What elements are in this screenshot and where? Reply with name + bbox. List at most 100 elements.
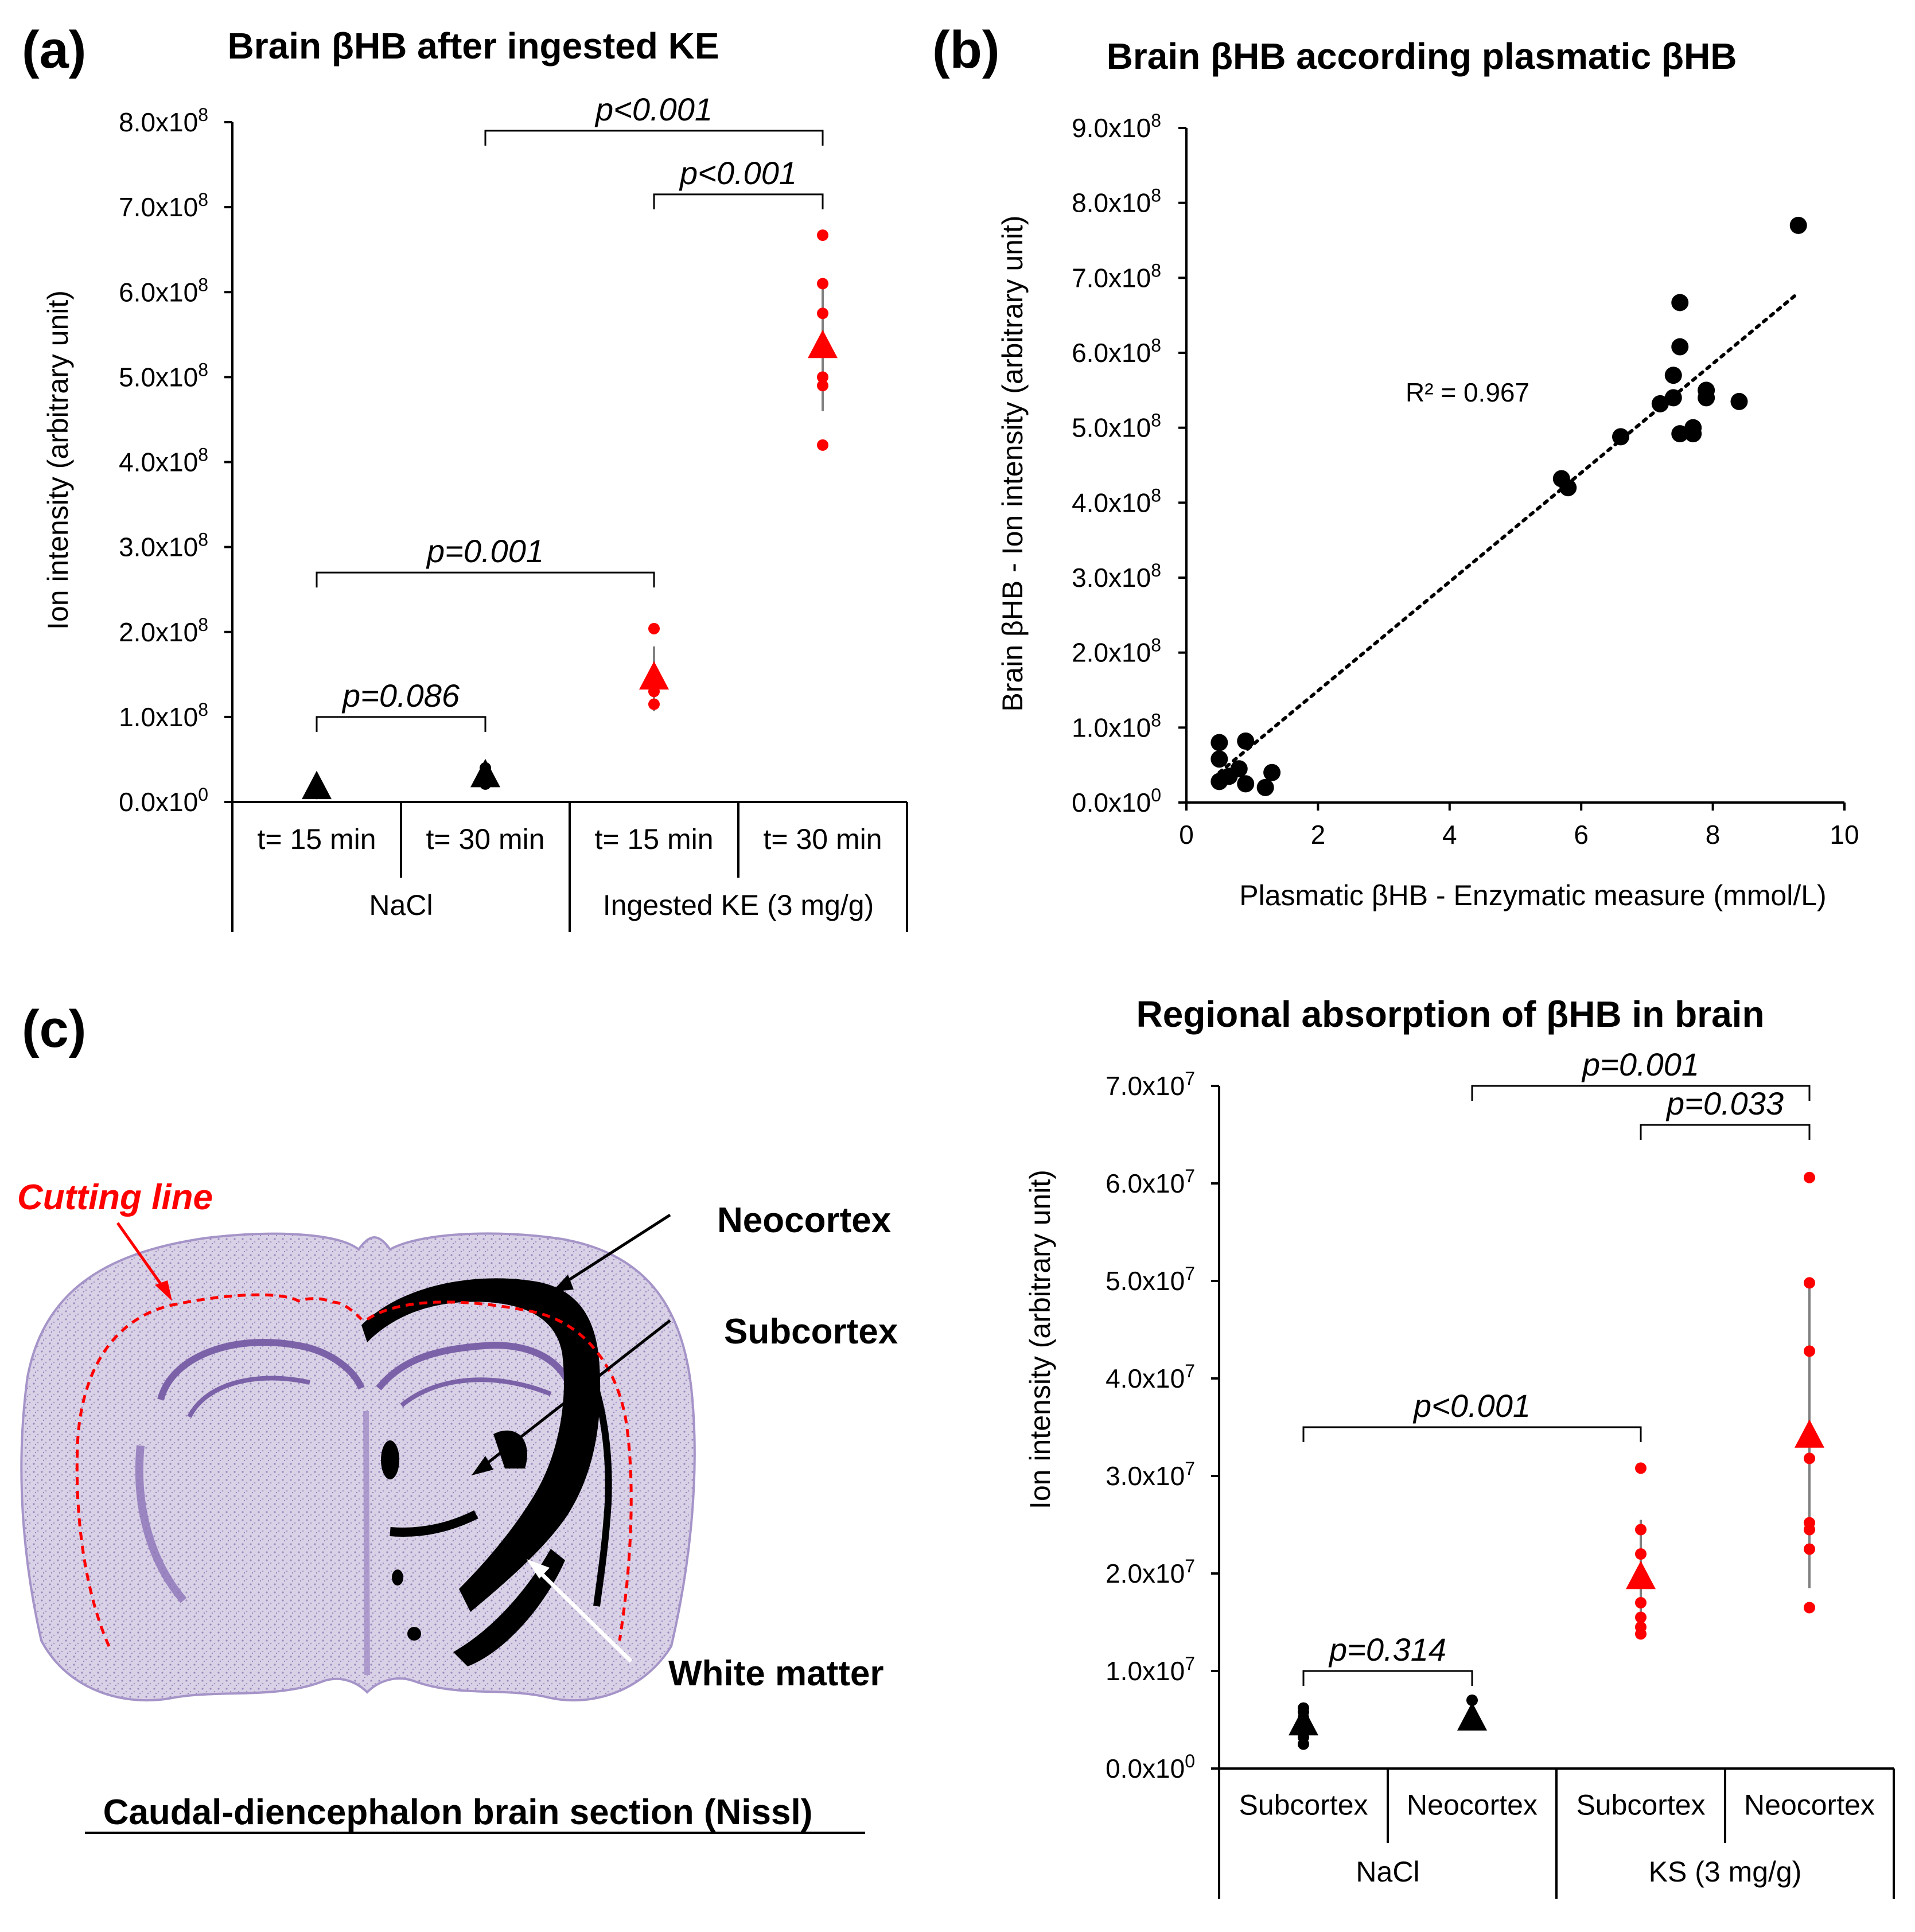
- panel-b-xlabel: Plasmatic βHB - Enzymatic measure (mmol/…: [1239, 879, 1826, 912]
- data-point: [817, 307, 828, 320]
- data-point: [1466, 1695, 1478, 1706]
- y-tick-label: 6.0x108: [1072, 335, 1161, 368]
- comparison-bracket: [316, 716, 486, 732]
- data-point: [1635, 1611, 1647, 1623]
- label-neocortex: Neocortex: [717, 1201, 892, 1240]
- midline-stain: [363, 1411, 370, 1676]
- y-tick-label: 7.0x108: [1072, 260, 1161, 293]
- comparison-bracket: [316, 571, 655, 588]
- y-tick-label: 5.0x108: [1072, 410, 1161, 443]
- panel-c-ylabel: Ion intensity (arbitrary unit): [1024, 1170, 1056, 1509]
- data-point: [1635, 1524, 1647, 1536]
- data-point: [817, 229, 828, 242]
- data-point: [1804, 1452, 1815, 1464]
- data-point: [1635, 1597, 1647, 1608]
- y-tick-label: 4.0x108: [1072, 485, 1161, 517]
- data-point: [1230, 760, 1248, 778]
- comparison-p-value: p<0.001: [1412, 1388, 1531, 1424]
- data-point: [1671, 338, 1689, 356]
- brain-section-illustration: [13, 1232, 711, 1714]
- category-label: t= 30 min: [426, 823, 544, 855]
- panel-c-label: (c): [22, 1000, 86, 1058]
- data-point: [1612, 428, 1630, 446]
- cutting-line-left: [75, 1293, 363, 1647]
- data-point: [1671, 425, 1689, 443]
- data-point: [817, 371, 828, 383]
- comparison-bracket: [1640, 1124, 1811, 1140]
- lateral-stain-left: [135, 1445, 187, 1603]
- group-label: NaCl: [1356, 1856, 1419, 1888]
- y-tick-label: 4.0x107: [1106, 1361, 1195, 1393]
- data-point: [1263, 764, 1281, 781]
- y-tick-label: 2.0x107: [1106, 1556, 1195, 1588]
- y-tick-label: 8.0x108: [1072, 185, 1161, 218]
- y-tick-label: 9.0x108: [1072, 110, 1161, 143]
- hippocampus-right-inner: [400, 1377, 552, 1408]
- comparison-bracket: [1302, 1670, 1473, 1686]
- trendline: [1217, 291, 1800, 774]
- panel-c-marks: [1289, 1171, 1824, 1750]
- panel-c-chart: Regional absorption of βHB in brain Ion …: [1024, 994, 1895, 1899]
- data-point: [1559, 479, 1577, 497]
- panel-b-r2: R² = 0.967: [1406, 377, 1529, 407]
- category-label: t= 15 min: [594, 823, 713, 855]
- category-label: Neocortex: [1407, 1789, 1538, 1821]
- y-tick-label: 1.0x108: [119, 699, 208, 732]
- data-point: [1237, 775, 1255, 793]
- subcortex-arrow: [481, 1319, 671, 1469]
- cutting-line-label: Cutting line: [17, 1178, 213, 1217]
- data-point: [1664, 389, 1682, 407]
- panel-a-ylabel: Ion intensity (arbitrary unit): [42, 290, 74, 630]
- comparison-bracket: [653, 193, 824, 209]
- comparison-p-value: p=0.086: [341, 677, 460, 714]
- category-label: Neocortex: [1744, 1789, 1875, 1821]
- category-label: Subcortex: [1576, 1789, 1705, 1821]
- y-tick-label: 1.0x107: [1106, 1653, 1195, 1686]
- cutting-line-arrow: [116, 1222, 169, 1295]
- y-tick-label: 0.0x100: [1072, 785, 1161, 817]
- data-point: [1684, 419, 1702, 437]
- panel-a-category-axis: t= 15 min t= 30 min t= 15 min t= 30 min NaCl…: [231, 801, 908, 932]
- data-point: [1237, 732, 1255, 750]
- panel-c-y-axis: 0.0x100 1.0x107 2.0x107 3.0x107 4.0x107 5.0x1…: [1106, 1068, 1220, 1783]
- mean-marker: [1289, 1707, 1318, 1736]
- data-point: [1651, 395, 1669, 412]
- hippocampus-left-inner: [187, 1376, 310, 1418]
- data-point: [1664, 367, 1682, 384]
- panel-a: (a) Brain βHB after ingested KE Ion inte…: [22, 21, 908, 932]
- panel-b-label: (b): [932, 21, 999, 79]
- subcortex-arrowhead: [472, 1456, 493, 1475]
- category-label: Subcortex: [1239, 1789, 1368, 1821]
- label-subcortex: Subcortex: [724, 1312, 898, 1351]
- panel-b: (b) Brain βHB according plasmatic βHB Br…: [932, 21, 1859, 912]
- data-point: [1789, 216, 1807, 234]
- y-tick-label: 6.0x107: [1106, 1166, 1195, 1198]
- cutting-line-right: [366, 1300, 633, 1641]
- brain-tissue: [20, 1232, 696, 1702]
- mean-marker: [639, 661, 669, 690]
- data-point: [648, 698, 660, 710]
- data-point: [1256, 778, 1274, 796]
- y-tick-label: 7.0x107: [1106, 1068, 1195, 1101]
- white-matter-lower: [453, 1549, 565, 1666]
- mean-marker: [808, 329, 838, 359]
- x-tick-label: 2: [1311, 820, 1326, 850]
- y-tick-label: 5.0x107: [1106, 1263, 1195, 1296]
- data-point: [1804, 1517, 1815, 1529]
- category-label: t= 30 min: [763, 823, 882, 855]
- y-tick-label: 5.0x108: [119, 359, 208, 392]
- y-tick-label: 4.0x108: [119, 445, 208, 477]
- white-matter-blob-2: [381, 1440, 399, 1479]
- comparison-p-value: p=0.314: [1328, 1631, 1446, 1668]
- comparison-p-value: p<0.001: [679, 155, 797, 191]
- mean-marker: [470, 758, 500, 788]
- y-tick-label: 0.0x100: [119, 784, 208, 817]
- comparison-bracket: [1302, 1426, 1642, 1442]
- y-tick-label: 3.0x107: [1106, 1458, 1195, 1491]
- x-tick-label: 8: [1706, 820, 1721, 850]
- mean-marker: [302, 770, 332, 800]
- data-point: [1730, 392, 1748, 410]
- group-label: Ingested KE (3 mg/g): [603, 889, 874, 921]
- y-tick-label: 8.0x108: [119, 104, 208, 137]
